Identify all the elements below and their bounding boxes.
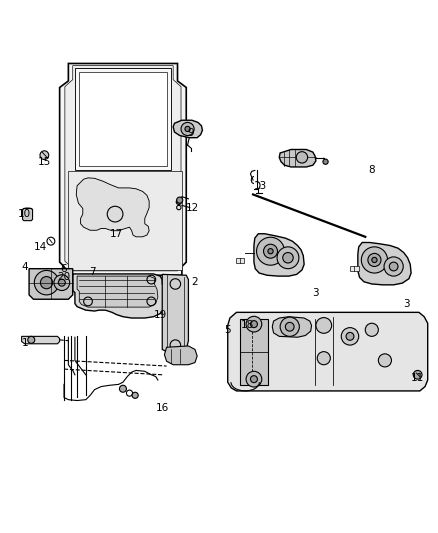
Circle shape (181, 123, 194, 135)
Circle shape (251, 321, 258, 328)
Polygon shape (350, 265, 359, 271)
Circle shape (346, 333, 354, 340)
Text: 6: 6 (61, 264, 67, 273)
Circle shape (185, 126, 190, 132)
Text: 10: 10 (18, 209, 31, 219)
Text: 7: 7 (89, 267, 95, 277)
Text: 17: 17 (110, 229, 123, 239)
Text: 12: 12 (186, 203, 199, 213)
Circle shape (176, 199, 181, 205)
Text: 15: 15 (38, 157, 51, 167)
Polygon shape (228, 312, 427, 391)
Circle shape (389, 262, 398, 271)
Circle shape (107, 206, 123, 222)
Circle shape (58, 279, 65, 286)
Text: 13: 13 (254, 181, 267, 191)
Circle shape (257, 237, 285, 265)
Circle shape (384, 257, 403, 276)
Polygon shape (358, 243, 411, 285)
Text: 14: 14 (33, 242, 46, 252)
Circle shape (368, 253, 381, 266)
Polygon shape (22, 208, 32, 221)
Circle shape (323, 159, 328, 164)
Circle shape (132, 392, 138, 398)
Polygon shape (65, 66, 181, 271)
Circle shape (28, 336, 35, 343)
Circle shape (361, 247, 388, 273)
Polygon shape (73, 274, 168, 318)
Polygon shape (60, 63, 186, 275)
Polygon shape (77, 276, 158, 307)
Circle shape (378, 354, 392, 367)
Polygon shape (279, 149, 316, 167)
Circle shape (264, 244, 278, 258)
Circle shape (317, 352, 330, 365)
Text: 20: 20 (57, 272, 71, 282)
Circle shape (251, 376, 258, 383)
Polygon shape (75, 68, 171, 171)
Polygon shape (76, 178, 149, 237)
Circle shape (277, 247, 299, 269)
Text: 11: 11 (411, 373, 424, 383)
Text: 1: 1 (21, 338, 28, 348)
Circle shape (283, 253, 293, 263)
Polygon shape (237, 258, 244, 263)
Circle shape (268, 248, 273, 254)
Text: 5: 5 (224, 325, 231, 335)
Circle shape (365, 323, 378, 336)
Polygon shape (21, 336, 60, 344)
Text: 16: 16 (155, 403, 169, 414)
Text: 2: 2 (192, 277, 198, 287)
Circle shape (40, 151, 49, 159)
Circle shape (177, 197, 183, 203)
Polygon shape (240, 319, 268, 385)
Circle shape (286, 322, 294, 331)
Polygon shape (162, 274, 188, 354)
Polygon shape (173, 120, 202, 138)
Polygon shape (79, 72, 166, 166)
Polygon shape (272, 317, 311, 337)
Polygon shape (68, 171, 182, 270)
Circle shape (341, 328, 359, 345)
Polygon shape (254, 234, 304, 276)
Circle shape (280, 317, 299, 336)
Text: 18: 18 (241, 320, 254, 330)
Circle shape (316, 318, 332, 333)
Polygon shape (164, 346, 197, 365)
Text: 4: 4 (21, 262, 28, 271)
Text: 3: 3 (403, 298, 410, 309)
Text: 9: 9 (187, 128, 194, 139)
Circle shape (246, 316, 262, 332)
Circle shape (40, 277, 53, 289)
Circle shape (246, 372, 262, 387)
Circle shape (34, 270, 59, 295)
Circle shape (120, 385, 127, 392)
Circle shape (413, 370, 422, 379)
Text: 3: 3 (312, 288, 318, 298)
Circle shape (54, 275, 70, 290)
Text: 19: 19 (153, 310, 167, 319)
Text: 8: 8 (368, 165, 375, 175)
Circle shape (296, 152, 307, 163)
Polygon shape (29, 269, 73, 299)
Circle shape (372, 257, 377, 263)
